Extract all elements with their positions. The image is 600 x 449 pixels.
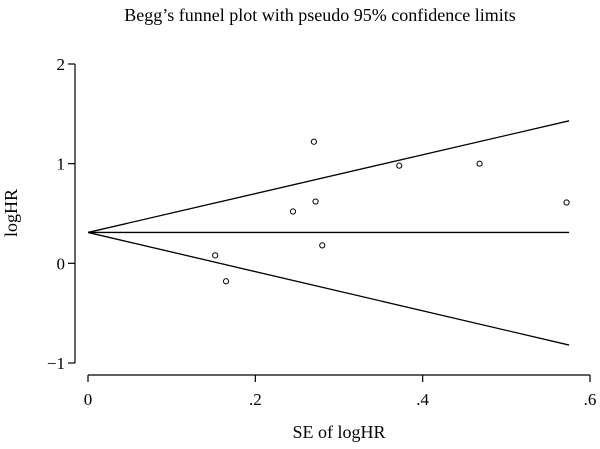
study-point	[319, 242, 326, 249]
y-tick-label: 0	[57, 254, 66, 273]
study-point	[310, 138, 317, 145]
lower-confidence-limit-line	[87, 231, 570, 346]
study-point	[563, 199, 570, 206]
study-point	[212, 252, 219, 259]
y-axis-label: logHR	[1, 189, 21, 237]
study-point	[476, 160, 483, 167]
upper-confidence-limit-line	[87, 120, 570, 234]
y-tick-label: 1	[57, 155, 66, 174]
study-point	[289, 208, 297, 215]
chart-title: Begg’s funnel plot with pseudo 95% confi…	[124, 5, 515, 25]
x-tick-label: 0	[84, 390, 93, 409]
funnel-lines	[87, 120, 570, 346]
x-tick-label: .4	[416, 390, 429, 409]
y-tick-label: −1	[47, 354, 65, 373]
x-axis-label: SE of logHR	[292, 422, 385, 442]
y-tick-label: 2	[57, 55, 66, 74]
axes: −1 0 1 2 0 .2 .4 .6	[47, 55, 596, 409]
x-tick-label: .6	[584, 390, 597, 409]
study-points	[212, 138, 570, 285]
study-point	[396, 162, 403, 169]
x-tick-label: .2	[249, 390, 262, 409]
study-point	[222, 278, 230, 285]
study-point	[312, 198, 319, 205]
